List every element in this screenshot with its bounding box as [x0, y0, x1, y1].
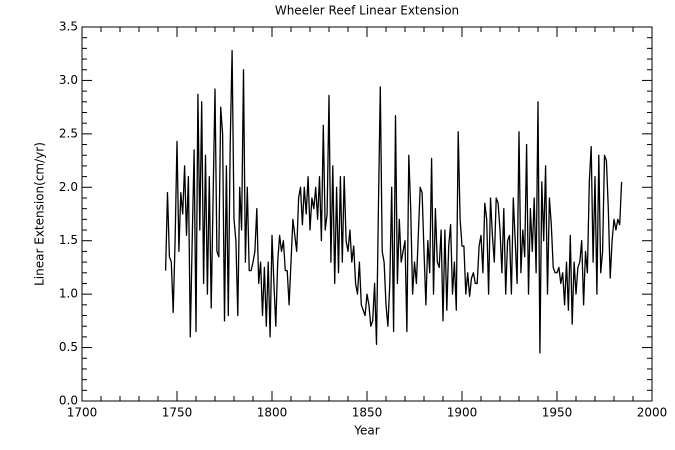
chart-title: Wheeler Reef Linear Extension — [275, 4, 459, 18]
x-tick-label: 1800 — [257, 406, 288, 420]
y-tick-label: 1.5 — [59, 233, 78, 247]
y-tick-label: 3.0 — [59, 73, 78, 87]
y-tick-label: 3.5 — [59, 20, 78, 34]
y-tick-label: 0.0 — [59, 394, 78, 408]
x-tick-label: 1700 — [67, 406, 98, 420]
y-tick-label: 1.0 — [59, 287, 78, 301]
x-tick-label: 1750 — [162, 406, 193, 420]
data-line — [164, 49, 623, 354]
x-tick-label: 1850 — [352, 406, 383, 420]
y-tick-label: 0.5 — [59, 340, 78, 354]
y-tick-label: 2.0 — [59, 180, 78, 194]
y-axis-label: Linear Extension(cm/yr) — [33, 142, 47, 286]
x-axis-label: Year — [353, 424, 379, 438]
x-tick-label: 2000 — [637, 406, 668, 420]
x-tick-label: 1900 — [447, 406, 478, 420]
y-tick-label: 2.5 — [59, 126, 78, 140]
x-tick-label: 1950 — [542, 406, 573, 420]
